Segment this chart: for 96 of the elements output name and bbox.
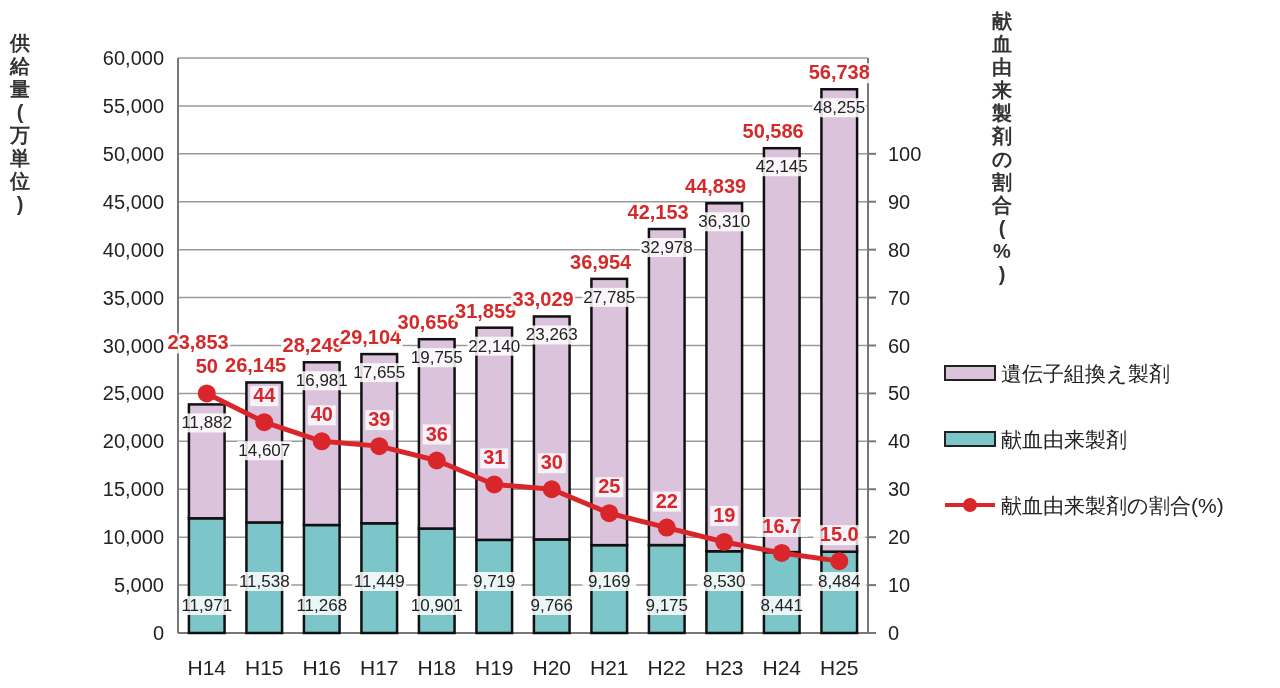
data-label: 16,981 bbox=[295, 371, 348, 391]
point bbox=[197, 384, 216, 403]
point bbox=[312, 432, 331, 451]
x-tick-label: H25 bbox=[819, 656, 859, 679]
x-tick-label: H24 bbox=[762, 656, 802, 679]
point bbox=[542, 480, 561, 499]
x-tick-label: H22 bbox=[647, 656, 687, 679]
x-tick-label: H23 bbox=[704, 656, 744, 679]
y-tick-label: 60,000 bbox=[102, 47, 164, 69]
data-label: 32,978 bbox=[640, 238, 693, 258]
data-label: 40 bbox=[310, 403, 333, 426]
data-label: 42,145 bbox=[755, 157, 808, 177]
data-label: 30 bbox=[540, 451, 563, 474]
total-label: 42,153 bbox=[627, 201, 689, 224]
total-label: 56,738 bbox=[808, 61, 870, 84]
y-tick-label: 0 bbox=[152, 622, 164, 644]
data-label: 31 bbox=[483, 446, 506, 469]
y-tick-label: 20,000 bbox=[102, 430, 164, 453]
y-tick-label: 40,000 bbox=[102, 238, 164, 261]
data-label: 19 bbox=[713, 503, 736, 526]
data-label: 8,441 bbox=[760, 596, 804, 615]
data-label: 11,971 bbox=[181, 596, 233, 615]
data-label: 36,310 bbox=[698, 212, 751, 232]
data-label: 44 bbox=[253, 384, 277, 407]
data-label: 48,255 bbox=[813, 98, 866, 118]
data-label: 11,449 bbox=[353, 572, 405, 591]
y-tick-label: 15,000 bbox=[102, 478, 164, 501]
y-tick-label: 10,000 bbox=[102, 526, 164, 549]
data-label: 9,169 bbox=[587, 572, 631, 591]
point bbox=[715, 532, 734, 551]
y2-tick-label: 70 bbox=[888, 286, 911, 309]
y-tick-label: 5,000 bbox=[113, 574, 164, 597]
point bbox=[255, 413, 274, 432]
y2-tick-label: 50 bbox=[888, 382, 911, 405]
point bbox=[830, 552, 849, 571]
y2-tick-label: 60 bbox=[888, 334, 911, 357]
total-label: 50,586 bbox=[742, 120, 804, 143]
data-label: 22,140 bbox=[468, 336, 521, 356]
x-tick-label: H19 bbox=[474, 656, 514, 679]
x-tick-label: H15 bbox=[244, 656, 284, 679]
data-label: 17,655 bbox=[353, 363, 406, 383]
point bbox=[370, 437, 389, 456]
legend-label: 献血由来製剤 bbox=[1001, 428, 1127, 451]
x-tick-label: H20 bbox=[532, 656, 572, 679]
y-tick-label: 35,000 bbox=[102, 286, 164, 309]
y-axis-title: 供給量(万単位) bbox=[9, 32, 31, 215]
x-tick-label: H21 bbox=[589, 656, 629, 679]
y-tick-label: 30,000 bbox=[102, 334, 164, 357]
y2-tick-label: 20 bbox=[888, 526, 911, 549]
legend-label: 献血由来製剤の割合(%) bbox=[1001, 494, 1224, 517]
point bbox=[657, 518, 676, 537]
y2-tick-label: 30 bbox=[888, 478, 911, 501]
data-label: 14,607 bbox=[238, 441, 291, 461]
data-label: 19,755 bbox=[410, 348, 463, 368]
data-label: 25 bbox=[598, 475, 621, 498]
point bbox=[485, 475, 504, 494]
y2-tick-label: 80 bbox=[888, 238, 911, 261]
y2-tick-label: 40 bbox=[888, 430, 911, 453]
data-label: 16.7 bbox=[762, 514, 802, 537]
data-label: 27,785 bbox=[583, 287, 636, 307]
data-label: 15.0 bbox=[819, 523, 859, 546]
data-label: 8,530 bbox=[702, 572, 746, 591]
x-tick-label: H14 bbox=[187, 656, 227, 679]
y-tick-label: 25,000 bbox=[102, 382, 164, 405]
data-label: 11,268 bbox=[296, 596, 348, 615]
x-tick-label: H16 bbox=[302, 656, 342, 679]
y2-tick-label: 10 bbox=[888, 574, 911, 597]
data-label: 11,882 bbox=[181, 413, 233, 433]
data-label: 22 bbox=[655, 489, 678, 512]
point bbox=[772, 543, 791, 562]
data-label: 9,719 bbox=[472, 572, 516, 591]
point bbox=[427, 451, 446, 470]
legend-label: 遺伝子組換え製剤 bbox=[1001, 362, 1170, 385]
data-label: 11,538 bbox=[238, 572, 290, 591]
data-label: 50 bbox=[195, 355, 218, 378]
x-tick-label: H18 bbox=[417, 656, 457, 679]
data-label: 39 bbox=[368, 408, 391, 431]
y2-tick-label: 0 bbox=[888, 622, 900, 644]
text: 献血由来製剤の割合(%) bbox=[992, 10, 1012, 285]
y2-tick-label: 100 bbox=[888, 142, 922, 165]
point bbox=[600, 504, 619, 523]
total-label: 36,954 bbox=[570, 250, 633, 273]
data-label: 9,175 bbox=[645, 596, 689, 615]
total-label: 23,853 bbox=[167, 331, 229, 354]
y-tick-label: 55,000 bbox=[102, 94, 164, 117]
y-tick-label: 50,000 bbox=[102, 142, 164, 165]
y2-tick-label: 90 bbox=[888, 190, 911, 213]
data-label: 8,484 bbox=[817, 572, 861, 591]
data-label: 36 bbox=[425, 422, 448, 445]
data-label: 10,901 bbox=[410, 596, 463, 615]
y-tick-label: 45,000 bbox=[102, 190, 164, 213]
total-label: 44,839 bbox=[685, 175, 747, 198]
total-label: 26,145 bbox=[225, 354, 287, 377]
data-label: 23,263 bbox=[525, 325, 578, 345]
x-tick-label: H17 bbox=[359, 656, 399, 679]
data-label: 9,766 bbox=[530, 596, 574, 615]
